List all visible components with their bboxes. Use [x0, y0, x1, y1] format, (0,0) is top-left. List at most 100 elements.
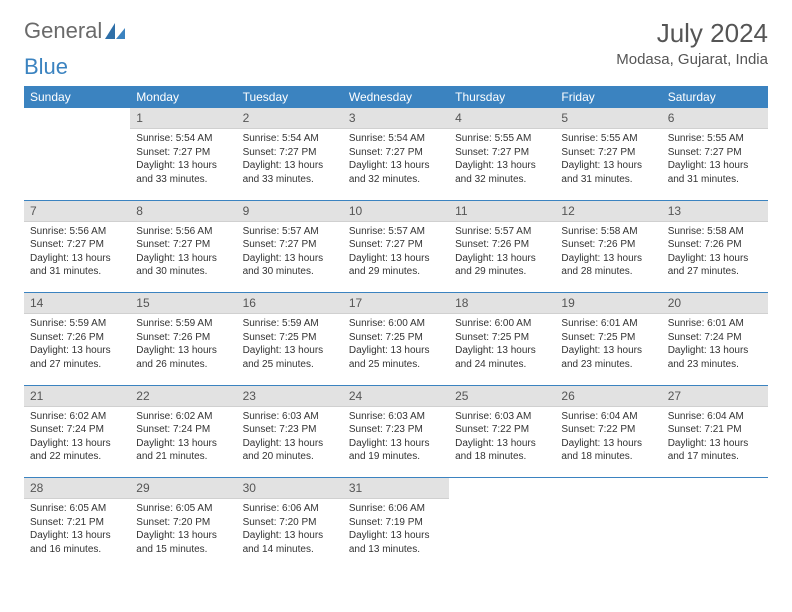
day-body: Sunrise: 5:55 AMSunset: 7:27 PMDaylight:…	[555, 129, 661, 190]
sunset-text: Sunset: 7:20 PM	[136, 516, 230, 530]
daylight-text: Daylight: 13 hours and 24 minutes.	[455, 344, 549, 371]
sunset-text: Sunset: 7:22 PM	[455, 423, 549, 437]
week-row: 7Sunrise: 5:56 AMSunset: 7:27 PMDaylight…	[24, 201, 768, 293]
col-sunday: Sunday	[24, 86, 130, 108]
sunset-text: Sunset: 7:27 PM	[561, 146, 655, 160]
day-cell: 8Sunrise: 5:56 AMSunset: 7:27 PMDaylight…	[130, 201, 236, 293]
day-number: 30	[237, 478, 343, 499]
sail-icon	[104, 18, 126, 44]
day-cell: 5Sunrise: 5:55 AMSunset: 7:27 PMDaylight…	[555, 108, 661, 200]
daylight-text: Daylight: 13 hours and 18 minutes.	[455, 437, 549, 464]
daylight-text: Daylight: 13 hours and 17 minutes.	[668, 437, 762, 464]
sunrise-text: Sunrise: 6:03 AM	[349, 410, 443, 424]
day-number: 20	[662, 293, 768, 314]
day-cell: 26Sunrise: 6:04 AMSunset: 7:22 PMDayligh…	[555, 386, 661, 478]
day-body: Sunrise: 5:59 AMSunset: 7:26 PMDaylight:…	[24, 314, 130, 375]
day-cell: 22Sunrise: 6:02 AMSunset: 7:24 PMDayligh…	[130, 386, 236, 478]
daylight-text: Daylight: 13 hours and 31 minutes.	[30, 252, 124, 279]
sunset-text: Sunset: 7:25 PM	[349, 331, 443, 345]
day-number: 13	[662, 201, 768, 222]
sunset-text: Sunset: 7:27 PM	[243, 238, 337, 252]
daylight-text: Daylight: 13 hours and 23 minutes.	[561, 344, 655, 371]
day-number: 22	[130, 386, 236, 407]
sunset-text: Sunset: 7:19 PM	[349, 516, 443, 530]
day-cell: 28Sunrise: 6:05 AMSunset: 7:21 PMDayligh…	[24, 478, 130, 570]
day-body: Sunrise: 6:05 AMSunset: 7:21 PMDaylight:…	[24, 499, 130, 560]
sunrise-text: Sunrise: 5:55 AM	[668, 132, 762, 146]
daylight-text: Daylight: 13 hours and 25 minutes.	[349, 344, 443, 371]
week-row: 28Sunrise: 6:05 AMSunset: 7:21 PMDayligh…	[24, 478, 768, 570]
daylight-text: Daylight: 13 hours and 33 minutes.	[136, 159, 230, 186]
sunset-text: Sunset: 7:23 PM	[243, 423, 337, 437]
sunrise-text: Sunrise: 6:01 AM	[561, 317, 655, 331]
brand-text-2: Blue	[24, 54, 768, 80]
sunset-text: Sunset: 7:27 PM	[136, 146, 230, 160]
sunset-text: Sunset: 7:22 PM	[561, 423, 655, 437]
day-cell: 18Sunrise: 6:00 AMSunset: 7:25 PMDayligh…	[449, 293, 555, 385]
day-number: 16	[237, 293, 343, 314]
day-body: Sunrise: 5:55 AMSunset: 7:27 PMDaylight:…	[449, 129, 555, 190]
day-cell	[662, 478, 768, 570]
day-cell	[555, 478, 661, 570]
week-row: 21Sunrise: 6:02 AMSunset: 7:24 PMDayligh…	[24, 386, 768, 478]
sunrise-text: Sunrise: 6:01 AM	[668, 317, 762, 331]
sunset-text: Sunset: 7:21 PM	[30, 516, 124, 530]
day-body: Sunrise: 5:57 AMSunset: 7:27 PMDaylight:…	[237, 222, 343, 283]
daylight-text: Daylight: 13 hours and 19 minutes.	[349, 437, 443, 464]
day-number: 23	[237, 386, 343, 407]
day-number: 31	[343, 478, 449, 499]
day-body: Sunrise: 6:06 AMSunset: 7:20 PMDaylight:…	[237, 499, 343, 560]
day-body: Sunrise: 6:04 AMSunset: 7:21 PMDaylight:…	[662, 407, 768, 468]
day-body: Sunrise: 5:56 AMSunset: 7:27 PMDaylight:…	[130, 222, 236, 283]
day-cell: 9Sunrise: 5:57 AMSunset: 7:27 PMDaylight…	[237, 201, 343, 293]
day-number: 12	[555, 201, 661, 222]
calendar-body: 1Sunrise: 5:54 AMSunset: 7:27 PMDaylight…	[24, 108, 768, 570]
sunrise-text: Sunrise: 6:04 AM	[561, 410, 655, 424]
day-number: 3	[343, 108, 449, 129]
day-number: 15	[130, 293, 236, 314]
day-number: 2	[237, 108, 343, 129]
sunrise-text: Sunrise: 5:57 AM	[455, 225, 549, 239]
calendar-table: Sunday Monday Tuesday Wednesday Thursday…	[24, 86, 768, 570]
day-header-row: Sunday Monday Tuesday Wednesday Thursday…	[24, 86, 768, 108]
sunrise-text: Sunrise: 6:05 AM	[30, 502, 124, 516]
daylight-text: Daylight: 13 hours and 22 minutes.	[30, 437, 124, 464]
sunrise-text: Sunrise: 5:59 AM	[136, 317, 230, 331]
day-cell: 10Sunrise: 5:57 AMSunset: 7:27 PMDayligh…	[343, 201, 449, 293]
daylight-text: Daylight: 13 hours and 29 minutes.	[455, 252, 549, 279]
sunrise-text: Sunrise: 6:00 AM	[349, 317, 443, 331]
day-number: 1	[130, 108, 236, 129]
sunset-text: Sunset: 7:24 PM	[136, 423, 230, 437]
day-cell: 14Sunrise: 5:59 AMSunset: 7:26 PMDayligh…	[24, 293, 130, 385]
col-friday: Friday	[555, 86, 661, 108]
col-thursday: Thursday	[449, 86, 555, 108]
week-row: 1Sunrise: 5:54 AMSunset: 7:27 PMDaylight…	[24, 108, 768, 200]
sunset-text: Sunset: 7:27 PM	[668, 146, 762, 160]
calendar-page: General July 2024 Modasa, Gujarat, India…	[0, 0, 792, 588]
day-body: Sunrise: 5:55 AMSunset: 7:27 PMDaylight:…	[662, 129, 768, 190]
sunrise-text: Sunrise: 6:03 AM	[455, 410, 549, 424]
daylight-text: Daylight: 13 hours and 27 minutes.	[30, 344, 124, 371]
sunrise-text: Sunrise: 5:55 AM	[561, 132, 655, 146]
sunrise-text: Sunrise: 5:58 AM	[561, 225, 655, 239]
daylight-text: Daylight: 13 hours and 21 minutes.	[136, 437, 230, 464]
day-body: Sunrise: 5:59 AMSunset: 7:25 PMDaylight:…	[237, 314, 343, 375]
sunrise-text: Sunrise: 5:56 AM	[30, 225, 124, 239]
sunrise-text: Sunrise: 5:54 AM	[136, 132, 230, 146]
day-number: 5	[555, 108, 661, 129]
day-body: Sunrise: 5:54 AMSunset: 7:27 PMDaylight:…	[343, 129, 449, 190]
day-body: Sunrise: 5:58 AMSunset: 7:26 PMDaylight:…	[662, 222, 768, 283]
sunrise-text: Sunrise: 6:05 AM	[136, 502, 230, 516]
day-number: 11	[449, 201, 555, 222]
sunset-text: Sunset: 7:26 PM	[136, 331, 230, 345]
month-title: July 2024	[616, 18, 768, 49]
daylight-text: Daylight: 13 hours and 15 minutes.	[136, 529, 230, 556]
day-body: Sunrise: 5:57 AMSunset: 7:27 PMDaylight:…	[343, 222, 449, 283]
daylight-text: Daylight: 13 hours and 30 minutes.	[243, 252, 337, 279]
sunset-text: Sunset: 7:27 PM	[349, 238, 443, 252]
day-body: Sunrise: 6:03 AMSunset: 7:23 PMDaylight:…	[237, 407, 343, 468]
day-body: Sunrise: 6:00 AMSunset: 7:25 PMDaylight:…	[449, 314, 555, 375]
day-cell: 4Sunrise: 5:55 AMSunset: 7:27 PMDaylight…	[449, 108, 555, 200]
sunset-text: Sunset: 7:26 PM	[561, 238, 655, 252]
day-body: Sunrise: 5:57 AMSunset: 7:26 PMDaylight:…	[449, 222, 555, 283]
